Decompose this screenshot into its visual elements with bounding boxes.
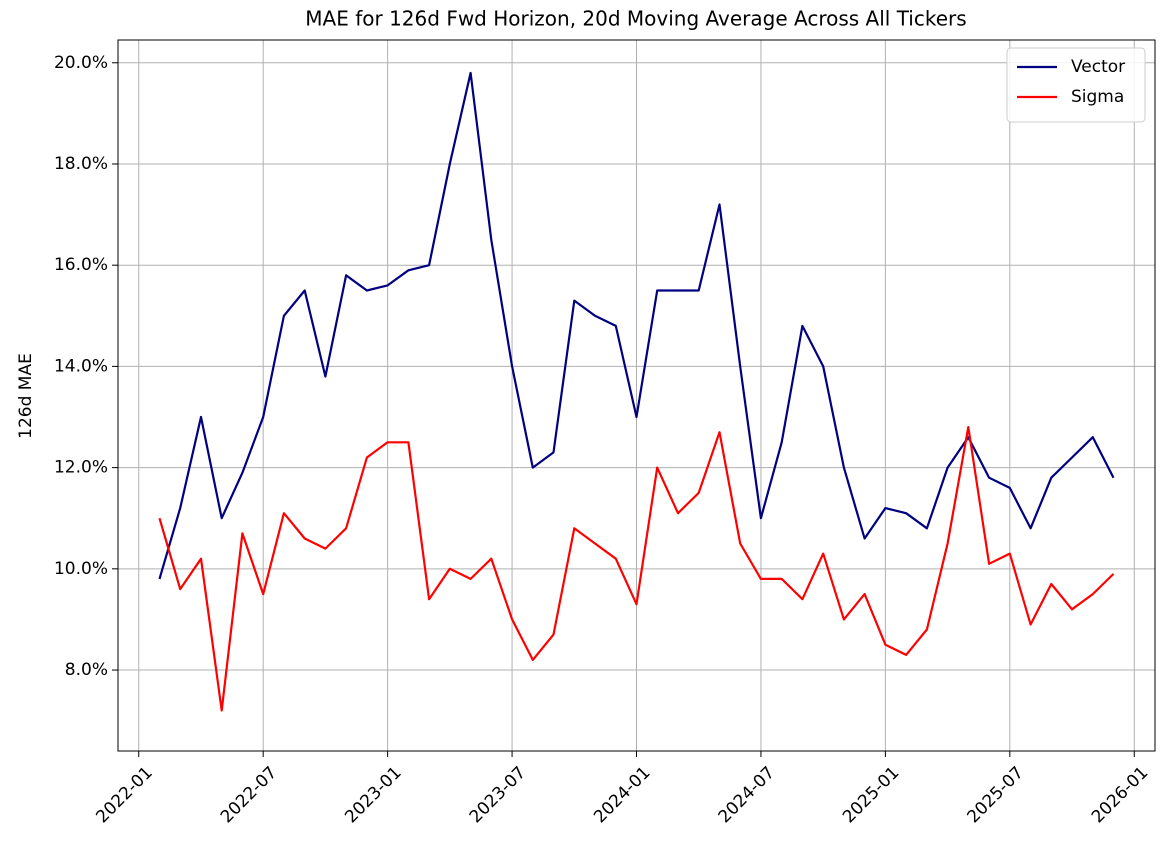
- y-tick-label: 18.0%: [54, 154, 108, 174]
- series-line: [158, 426, 1115, 712]
- x-tick-label: 2024-01: [590, 763, 654, 827]
- x-tick-label: 2026-01: [1088, 763, 1152, 827]
- x-tick-label: 2022-07: [217, 763, 281, 827]
- y-tick-label: 12.0%: [54, 458, 108, 478]
- chart-title: MAE for 126d Fwd Horizon, 20d Moving Ave…: [305, 7, 966, 31]
- x-tick-label: 2023-07: [466, 763, 530, 827]
- y-tick-label: 16.0%: [54, 255, 108, 275]
- x-tick-label: 2025-07: [963, 763, 1027, 827]
- x-tick-label: 2024-07: [715, 763, 779, 827]
- legend: Vector Sigma: [1006, 47, 1146, 123]
- y-tick-label: 10.0%: [54, 559, 108, 579]
- legend-label: Sigma: [1071, 87, 1124, 107]
- y-tick-label: 14.0%: [54, 356, 108, 376]
- y-tick-label: 20.0%: [54, 53, 108, 73]
- plot-frame: [117, 39, 1156, 752]
- x-tick-label: 2025-01: [839, 763, 903, 827]
- y-tick-label: 8.0%: [65, 660, 108, 680]
- y-axis-label: 126d MAE: [16, 353, 36, 439]
- legend-label: Vector: [1071, 57, 1125, 77]
- x-tick-label: 2022-01: [92, 763, 156, 827]
- x-tick-label: 2023-01: [341, 763, 405, 827]
- series-line: [158, 71, 1115, 580]
